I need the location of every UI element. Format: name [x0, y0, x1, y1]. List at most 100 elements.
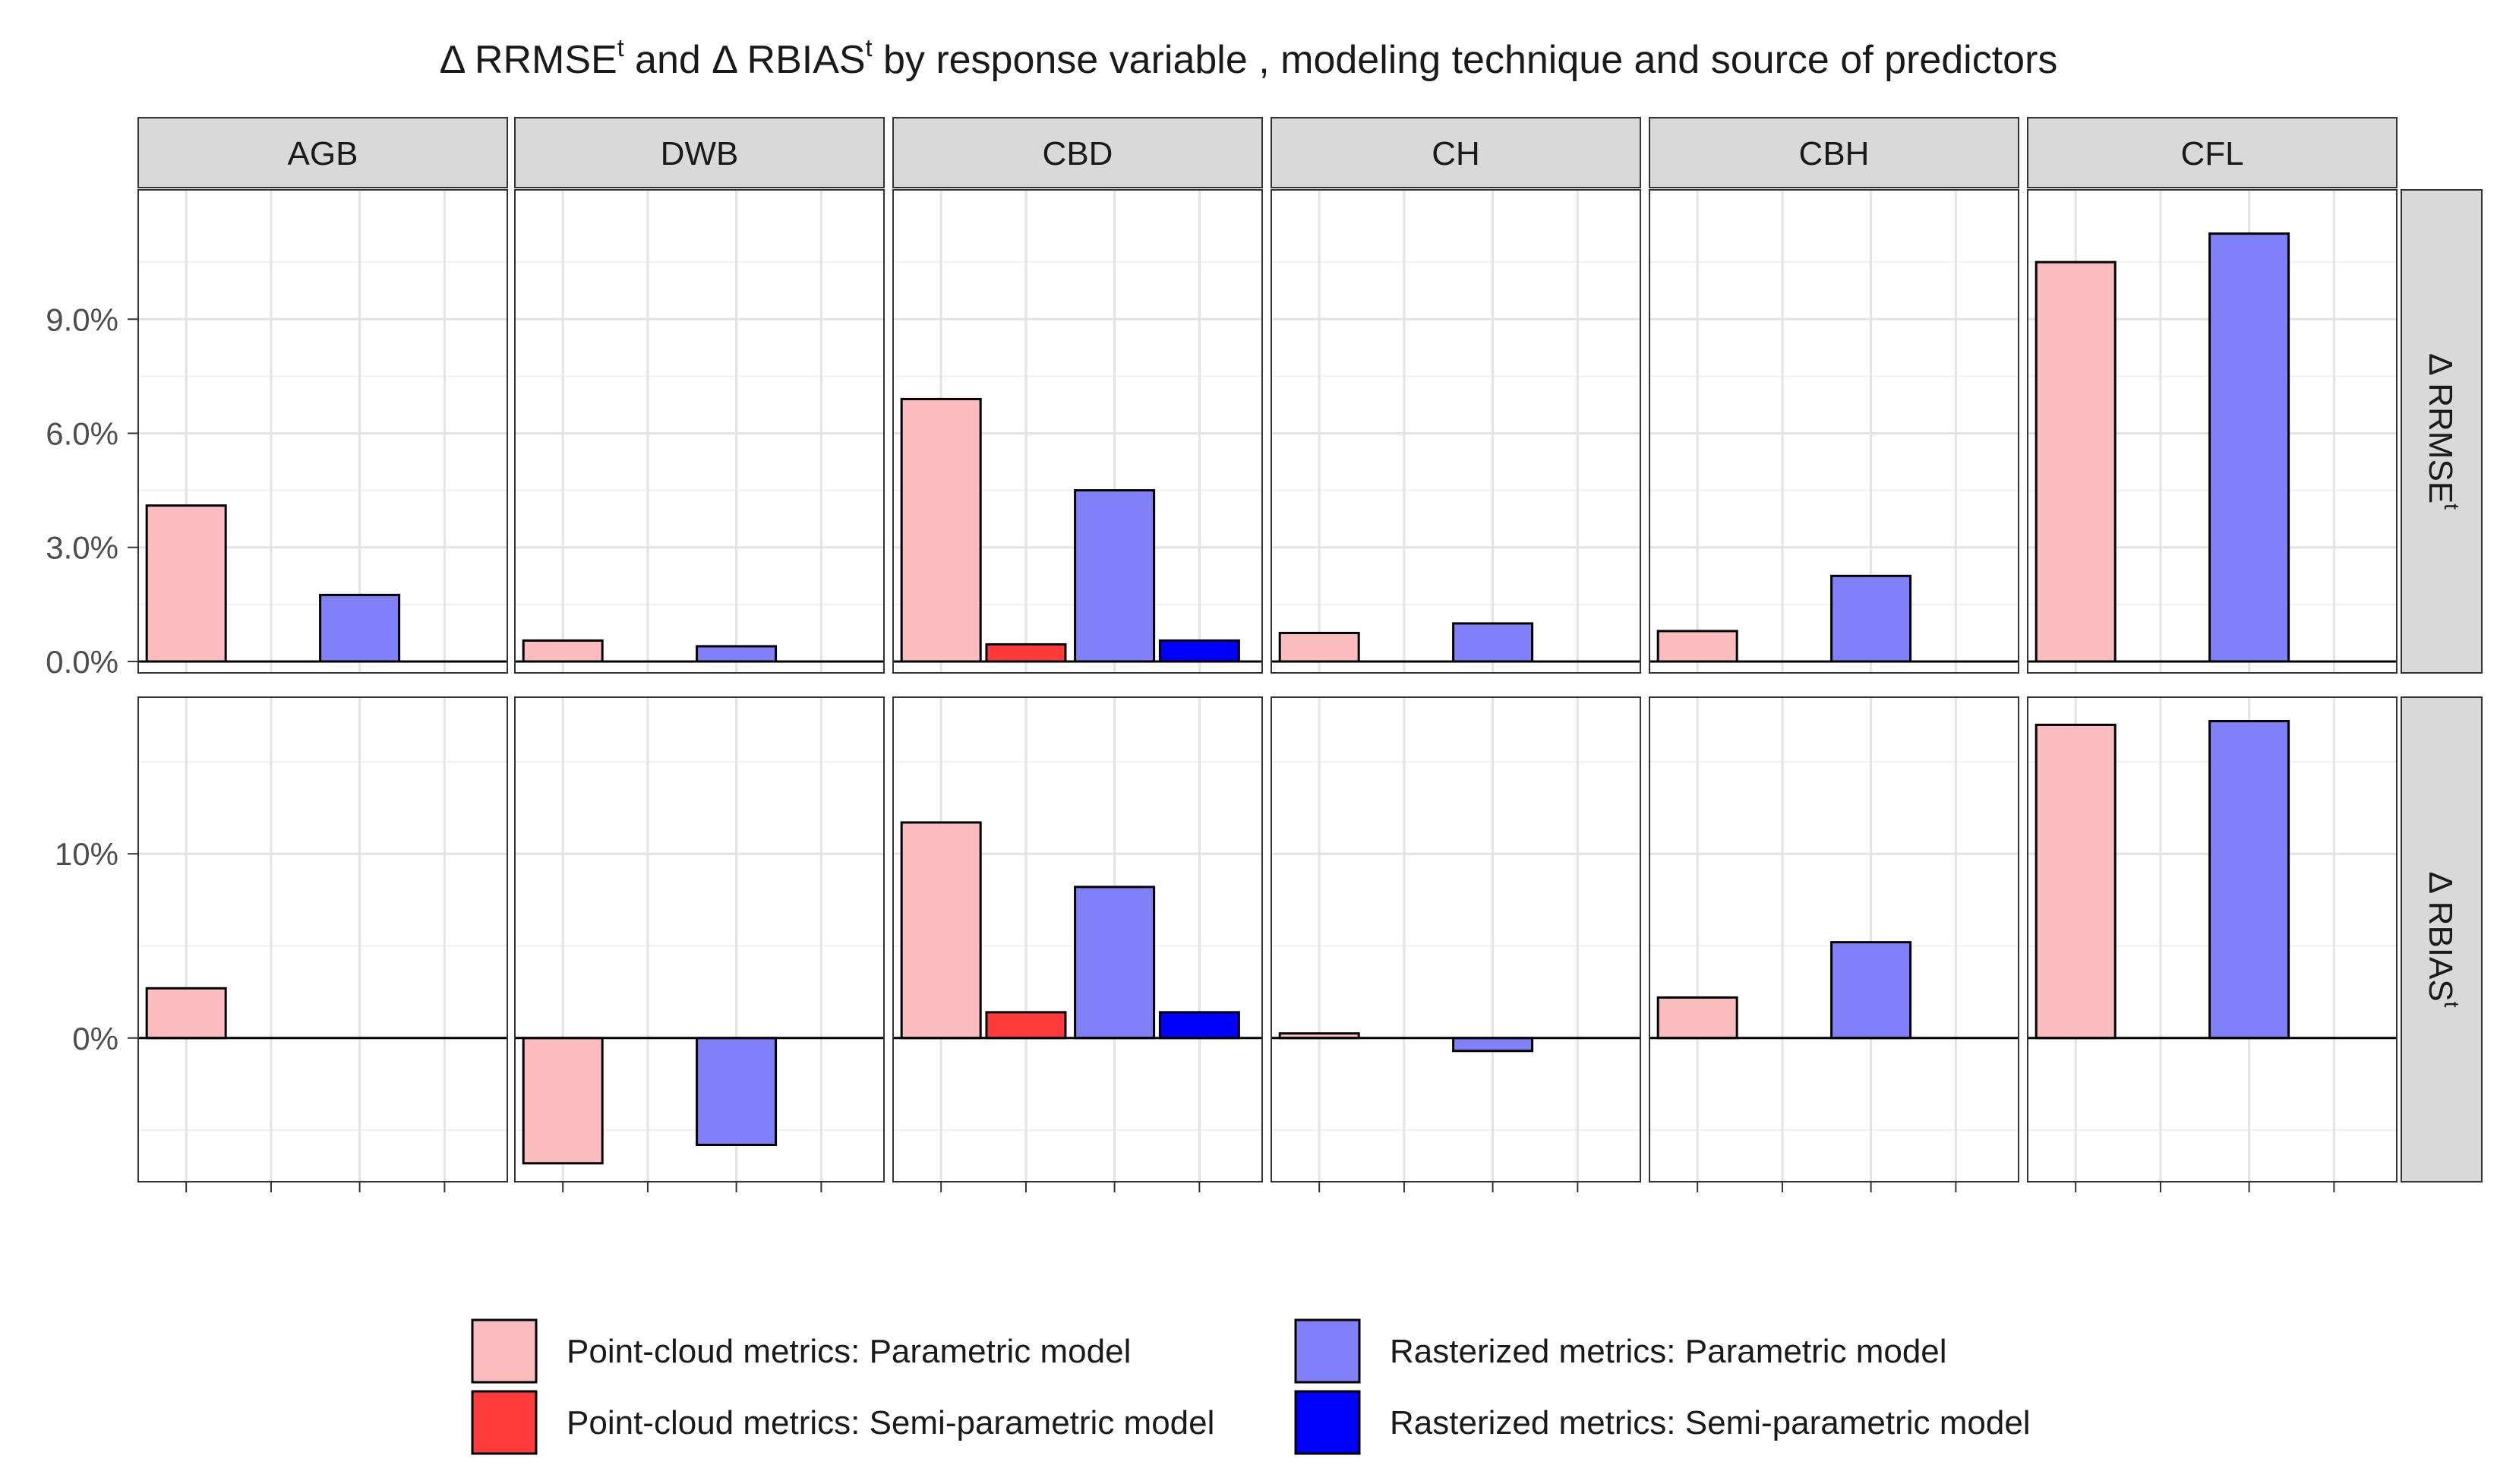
y-tick-label: 3.0%: [46, 530, 118, 566]
row-strip-label-main: Δ RRMSE: [2422, 353, 2459, 504]
facet-strip-cfl: CFL: [2027, 117, 2398, 188]
bar-cfl-series-2: [2208, 720, 2290, 1040]
panel-agb-row-0: [137, 189, 508, 674]
panel-border: [1271, 696, 1641, 1182]
row-strip-label-superscript: t: [2440, 504, 2464, 510]
legend-key: [471, 1318, 538, 1384]
legend-label: Point-cloud metrics: Semi-parametric mod…: [567, 1404, 1214, 1441]
panel-cbh-row-0: [1649, 189, 2019, 674]
facet-strip-label: AGB: [288, 135, 358, 172]
legend-item-3: Rasterized metrics: Semi-parametric mode…: [1294, 1390, 2031, 1455]
row-strip-box: [2401, 696, 2483, 1182]
bar-cbd-series-0: [900, 397, 982, 663]
bar-cfl-series-0: [2035, 260, 2117, 663]
bar-cbd-series-1: [985, 643, 1067, 663]
panel-border: [1649, 696, 2019, 1182]
bar-cbd-series-1: [985, 1011, 1067, 1040]
row-strip-label-superscript: t: [2440, 1002, 2464, 1008]
legend-key: [1294, 1318, 1361, 1384]
legend-label: Point-cloud metrics: Parametric model: [567, 1333, 1131, 1370]
y-tick-label: 6.0%: [46, 416, 118, 452]
panel-background: [1271, 190, 1640, 673]
y-tick-label: 9.0%: [46, 302, 118, 337]
panel-cfl-row-0: [2027, 189, 2398, 674]
facet-strip-label: CBD: [1043, 135, 1113, 172]
panel-dwb-row-0: [514, 189, 885, 674]
panel-border: [514, 189, 885, 674]
title-superscript: t: [617, 34, 624, 62]
facet-strip-label: CH: [1432, 135, 1480, 172]
panel-border: [137, 696, 508, 1182]
panel-background: [1271, 697, 1640, 1182]
bar-dwb-series-0: [522, 639, 604, 663]
bar-agb-series-2: [319, 593, 401, 663]
bar-ch-series-2: [1452, 1037, 1534, 1053]
bar-dwb-series-2: [696, 645, 778, 663]
panel-border: [2027, 189, 2398, 674]
legend-item-2: Rasterized metrics: Parametric model: [1294, 1318, 1947, 1384]
bar-cbh-series-0: [1656, 996, 1738, 1040]
facet-strip-box: [137, 117, 508, 188]
panel-cfl-row-1: [2027, 696, 2398, 1192]
bar-cbd-series-3: [1158, 639, 1240, 663]
row-strip-label: Δ RRMSEt: [2422, 353, 2464, 510]
bar-cbd-series-2: [1074, 886, 1156, 1040]
bar-agb-series-0: [145, 987, 227, 1040]
bar-cbd-series-0: [900, 821, 982, 1040]
facet-strip-box: [2027, 117, 2398, 188]
bar-cbh-series-2: [1830, 574, 1912, 663]
facet-strip-cbd: CBD: [892, 117, 1263, 188]
panel-border: [137, 189, 508, 674]
y-tick-label: 10%: [55, 836, 118, 872]
facet-strip-box: [892, 117, 1263, 188]
facet-strip-label: CBH: [1799, 135, 1870, 172]
panel-background: [138, 697, 507, 1182]
panel-border: [1271, 189, 1641, 674]
facet-strip-ch: CH: [1271, 117, 1641, 188]
facet-strip-box: [1271, 117, 1641, 188]
row-strip-label-main: Δ RBIAS: [2422, 871, 2459, 1001]
row-strip-0: Δ RRMSEt: [2401, 189, 2483, 674]
facet-strip-dwb: DWB: [514, 117, 885, 188]
bar-ch-series-0: [1278, 631, 1360, 663]
panel-cbd-row-1: [892, 696, 1263, 1192]
facet-strip-label: DWB: [661, 135, 739, 172]
y-axis-row-1: 0% 10%: [55, 836, 138, 1056]
legend-item-1: Point-cloud metrics: Semi-parametric mod…: [471, 1390, 1214, 1455]
row-strip-label: Δ RBIASt: [2422, 871, 2464, 1007]
facet-strip-box: [514, 117, 885, 188]
bar-cfl-series-2: [2208, 232, 2290, 663]
legend-label: Rasterized metrics: Parametric model: [1390, 1333, 1947, 1370]
y-tick-label: 0%: [72, 1021, 118, 1056]
bar-cbd-series-2: [1074, 489, 1156, 663]
facet-strip-cbh: CBH: [1649, 117, 2019, 188]
title-segment: Δ RRMSE: [440, 38, 617, 82]
panel-background: [515, 190, 884, 673]
panel-border: [892, 189, 1263, 674]
title-segment: by response variable , modeling techniqu…: [873, 38, 2058, 82]
facet-strip-label: CFL: [2180, 135, 2243, 172]
bar-dwb-series-0: [522, 1037, 604, 1165]
panel-ch-row-0: [1271, 189, 1641, 674]
panel-ch-row-1: [1271, 696, 1641, 1192]
panel-dwb-row-1: [514, 696, 885, 1192]
panel-background: [1649, 697, 2019, 1182]
bar-cfl-series-0: [2035, 723, 2117, 1040]
y-tick-label: 0.0%: [46, 644, 118, 680]
title-segment: and Δ RBIAS: [624, 38, 866, 82]
facet-strip-agb: AGB: [137, 117, 508, 188]
bar-dwb-series-2: [696, 1037, 778, 1146]
bar-ch-series-2: [1452, 622, 1534, 663]
chart-title: Δ RRMSEt and Δ RBIASt by response variab…: [440, 34, 2058, 82]
legend-key: [1294, 1390, 1361, 1455]
bar-cbh-series-2: [1830, 941, 1912, 1040]
row-strip-box: [2401, 189, 2483, 674]
panel-cbh-row-1: [1649, 696, 2019, 1192]
panel-border: [514, 696, 885, 1182]
legend-label: Rasterized metrics: Semi-parametric mode…: [1390, 1404, 2031, 1441]
panel-border: [2027, 696, 2398, 1182]
legend-item-0: Point-cloud metrics: Parametric model: [471, 1318, 1131, 1384]
title-superscript: t: [866, 34, 873, 62]
panel-border: [1649, 189, 2019, 674]
